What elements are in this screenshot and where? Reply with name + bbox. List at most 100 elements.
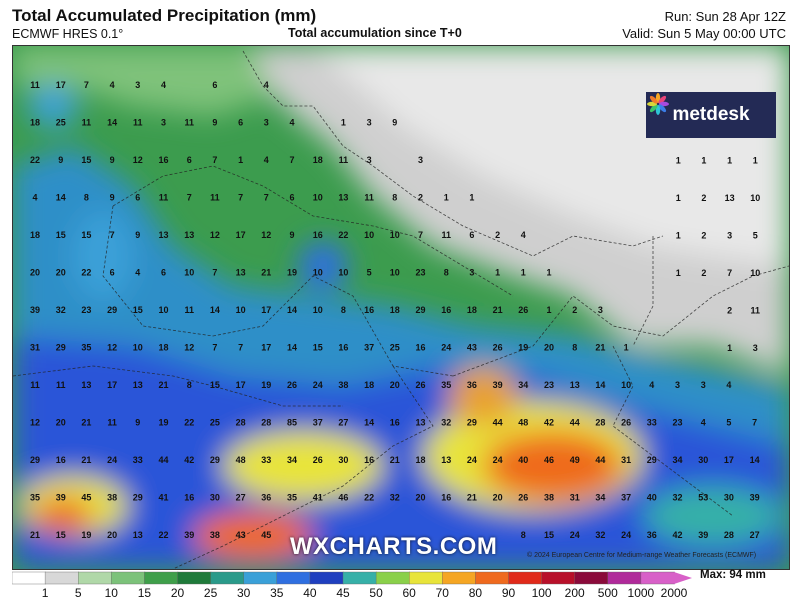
- legend-tick-label: 1: [41, 586, 49, 600]
- precipitation-value: 17: [107, 380, 117, 390]
- precipitation-value: 18: [158, 343, 168, 353]
- precipitation-value: 39: [750, 493, 760, 503]
- precipitation-value: 17: [261, 343, 271, 353]
- legend-swatch: [44, 571, 79, 585]
- legend-swatch: [309, 571, 344, 585]
- precipitation-value: 11: [441, 230, 451, 240]
- precipitation-value: 9: [212, 118, 217, 128]
- metdesk-logo-text: metdesk: [672, 104, 750, 125]
- precipitation-value: 10: [621, 380, 631, 390]
- precipitation-value: 7: [110, 230, 115, 240]
- precipitation-value: 16: [390, 418, 400, 428]
- legend-tick-label: 35: [270, 586, 284, 600]
- precipitation-value: 20: [30, 268, 40, 278]
- precipitation-value: 33: [133, 455, 143, 465]
- precipitation-value: 1: [546, 268, 551, 278]
- precipitation-value: 39: [184, 530, 194, 540]
- precipitation-value: 15: [81, 230, 91, 240]
- precipitation-value: 13: [236, 268, 246, 278]
- map-subtitle: Total accumulation since T+0: [288, 26, 462, 40]
- precipitation-value: 3: [264, 118, 269, 128]
- precipitation-value: 16: [56, 455, 66, 465]
- precipitation-value: 1: [624, 343, 629, 353]
- precipitation-value: 34: [672, 455, 682, 465]
- precipitation-value: 4: [110, 80, 115, 90]
- precipitation-value: 15: [544, 530, 554, 540]
- precipitation-value: 4: [726, 380, 731, 390]
- precipitation-value: 4: [289, 118, 294, 128]
- precipitation-value: 14: [364, 418, 374, 428]
- precipitation-value: 32: [595, 530, 605, 540]
- precipitation-value: 4: [521, 230, 526, 240]
- precipitation-value: 11: [56, 380, 66, 390]
- precipitation-value: 34: [518, 380, 528, 390]
- precipitation-value: 7: [187, 193, 192, 203]
- precipitation-value: 31: [30, 343, 40, 353]
- precipitation-value: 16: [364, 305, 374, 315]
- precipitation-value: 11: [339, 155, 349, 165]
- ecmwf-credit: © 2024 European Centre for Medium-range …: [527, 552, 757, 559]
- precipitation-value: 31: [621, 455, 631, 465]
- precipitation-value: 1: [676, 268, 681, 278]
- precipitation-value: 39: [30, 305, 40, 315]
- legend-tick-label: 70: [435, 586, 449, 600]
- precipitation-value: 20: [493, 493, 503, 503]
- model-name: ECMWF HRES 0.1°: [12, 27, 124, 41]
- precipitation-value: 10: [313, 193, 323, 203]
- precipitation-value: 7: [752, 418, 757, 428]
- precipitation-value: 2: [701, 268, 706, 278]
- precipitation-value: 29: [107, 305, 117, 315]
- precipitation-value: 33: [647, 418, 657, 428]
- precipitation-value: 27: [338, 418, 348, 428]
- precipitation-value: 5: [367, 268, 372, 278]
- precipitation-value: 30: [724, 493, 734, 503]
- precipitation-value: 2: [495, 230, 500, 240]
- precipitation-value: 12: [30, 418, 40, 428]
- precipitation-value: 17: [724, 455, 734, 465]
- precipitation-value: 7: [212, 268, 217, 278]
- precipitation-value: 1: [676, 156, 681, 166]
- precipitation-value: 7: [727, 268, 732, 278]
- precipitation-value: 11: [364, 193, 374, 203]
- precipitation-map: 11 17 7 4 3 4 6 4 18 25 11 14 11 3 11 9 6 3 4 1 3 9 22 9 15 9 12 16…: [12, 45, 790, 570]
- map-title: Total Accumulated Precipitation (mm): [12, 6, 317, 25]
- precipitation-value: 19: [261, 380, 271, 390]
- precipitation-value: 6: [161, 268, 166, 278]
- precipitation-value: 32: [441, 418, 451, 428]
- legend-tick-label: 30: [237, 586, 251, 600]
- precipitation-value: 42: [544, 418, 554, 428]
- precipitation-value: 13: [133, 380, 143, 390]
- precipitation-value: 10: [750, 193, 760, 203]
- header: Total Accumulated Precipitation (mm) ECM…: [0, 0, 800, 44]
- run-time: Run: Sun 28 Apr 12Z: [664, 9, 786, 24]
- precipitation-value: 8: [392, 193, 397, 203]
- legend-swatch: [243, 571, 278, 585]
- precipitation-value: 3: [701, 380, 706, 390]
- precipitation-value: 3: [727, 231, 732, 241]
- precipitation-value: 19: [287, 268, 297, 278]
- precipitation-value: 21: [261, 268, 271, 278]
- precipitation-value: 15: [81, 155, 91, 165]
- precipitation-value: 18: [30, 118, 40, 128]
- precipitation-value: 11: [184, 118, 194, 128]
- legend-swatch: [541, 571, 576, 585]
- precipitation-value: 12: [184, 343, 194, 353]
- precipitation-value: 30: [698, 455, 708, 465]
- precipitation-value: 26: [287, 380, 297, 390]
- precipitation-value: 28: [261, 418, 271, 428]
- precipitation-value: 14: [107, 118, 117, 128]
- precipitation-value: 36: [647, 530, 657, 540]
- precipitation-value: 10: [236, 305, 246, 315]
- precipitation-value: 3: [135, 80, 140, 90]
- precipitation-value: 44: [595, 455, 605, 465]
- precipitation-value: 19: [158, 418, 168, 428]
- legend-swatch: [177, 571, 212, 585]
- precipitation-value: 17: [236, 230, 246, 240]
- precipitation-value: 14: [287, 343, 297, 353]
- precipitation-value: 6: [212, 80, 217, 90]
- precipitation-value: 7: [264, 193, 269, 203]
- precipitation-value: 16: [441, 493, 451, 503]
- precipitation-value: 27: [236, 493, 246, 503]
- precipitation-value: 37: [364, 343, 374, 353]
- precipitation-value: 11: [30, 380, 40, 390]
